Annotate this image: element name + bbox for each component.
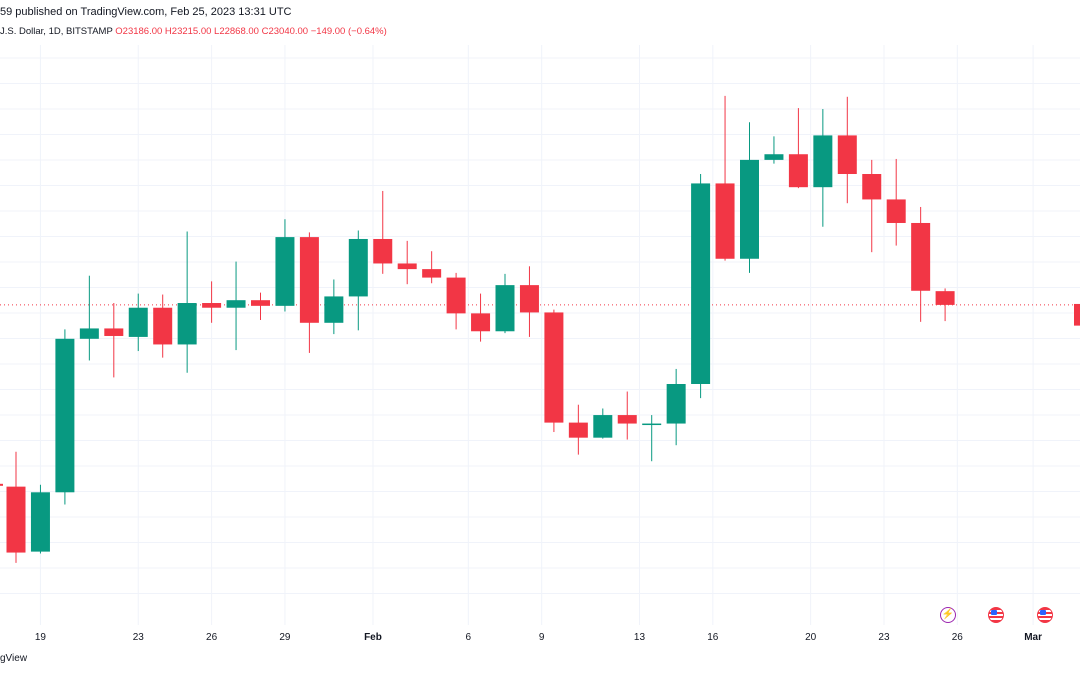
us-flag-icon[interactable] — [1037, 607, 1053, 623]
candle-body — [202, 303, 222, 308]
ohlc-low: L22868.00 — [214, 26, 259, 37]
ohlc-high: H23215.00 — [164, 26, 212, 37]
candle-body — [6, 486, 26, 553]
x-axis-tick-label: Mar — [1024, 632, 1042, 643]
candle-body — [177, 303, 197, 345]
candlestick-chart[interactable]: 19 23 26 29 Feb 6 9 13 16 20 23 26 Mar — [0, 0, 1080, 653]
candle-body — [373, 238, 393, 264]
candle-body — [593, 415, 613, 438]
x-axis-tick-label: Feb — [364, 632, 382, 643]
x-axis-tick-label: 16 — [707, 632, 719, 643]
x-axis-tick-label: 20 — [805, 632, 817, 643]
candle-body — [324, 296, 344, 323]
candle-body — [691, 183, 711, 384]
candle-body — [299, 237, 319, 323]
candle-body — [715, 183, 735, 259]
published-caption: 59 published on TradingView.com, Feb 25,… — [0, 6, 292, 18]
symbol-legend: J.S. Dollar, 1D, BITSTAMP O23186.00 H232… — [0, 26, 387, 37]
candle-body — [862, 174, 882, 200]
symbol-name[interactable]: J.S. Dollar, 1D, BITSTAMP — [0, 26, 113, 37]
x-axis-tick-label: 13 — [634, 632, 646, 643]
candle-body — [519, 285, 539, 313]
lightning-icon[interactable]: ⚡ — [940, 607, 956, 623]
tradingview-brand[interactable]: gView — [0, 653, 28, 664]
candle-body — [0, 483, 3, 486]
candle-body — [813, 135, 833, 188]
candle-body — [104, 328, 124, 336]
candle-body — [886, 199, 906, 223]
x-axis-tick-label: 29 — [279, 632, 291, 643]
candle-body — [55, 338, 75, 493]
candle-body — [617, 415, 637, 424]
candle-body — [1074, 303, 1080, 326]
candle-body — [495, 285, 515, 332]
ohlc-change: −149.00 (−0.64%) — [310, 26, 387, 37]
candle-body — [79, 328, 99, 339]
candle-body — [471, 313, 491, 332]
candle-body — [935, 291, 955, 305]
candle-body — [837, 135, 857, 175]
candle-body — [544, 312, 564, 423]
us-flag-icon[interactable] — [988, 607, 1004, 623]
candle-body — [153, 307, 173, 345]
candle-body — [226, 300, 246, 308]
chart-header: 59 published on TradingView.com, Feb 25,… — [0, 0, 1080, 37]
candle-body — [128, 307, 148, 337]
candle-body — [30, 492, 50, 552]
candle-body — [275, 237, 295, 306]
x-axis-tick-label: 9 — [539, 632, 545, 643]
candle-body — [397, 263, 417, 270]
x-axis-tick-label: 23 — [878, 632, 890, 643]
candle-body — [740, 159, 759, 259]
x-axis-tick-label: 6 — [466, 632, 472, 643]
x-axis-tick-label: 23 — [133, 632, 145, 643]
candle-body — [788, 154, 808, 188]
candle-body — [764, 154, 784, 160]
ohlc-close: C23040.00 — [261, 26, 309, 37]
x-axis-tick-label: 26 — [206, 632, 218, 643]
candle-body — [348, 238, 368, 297]
candle-body — [911, 222, 931, 291]
candle-body — [568, 422, 588, 438]
ohlc-open: O23186.00 — [115, 26, 163, 37]
x-axis-tick-label: 19 — [35, 632, 47, 643]
candle-body — [642, 423, 662, 426]
candle-body — [251, 300, 270, 306]
candle-body — [666, 384, 686, 424]
candle-body — [446, 277, 466, 314]
candle-body — [422, 269, 442, 278]
x-axis-tick-label: 26 — [952, 632, 964, 643]
